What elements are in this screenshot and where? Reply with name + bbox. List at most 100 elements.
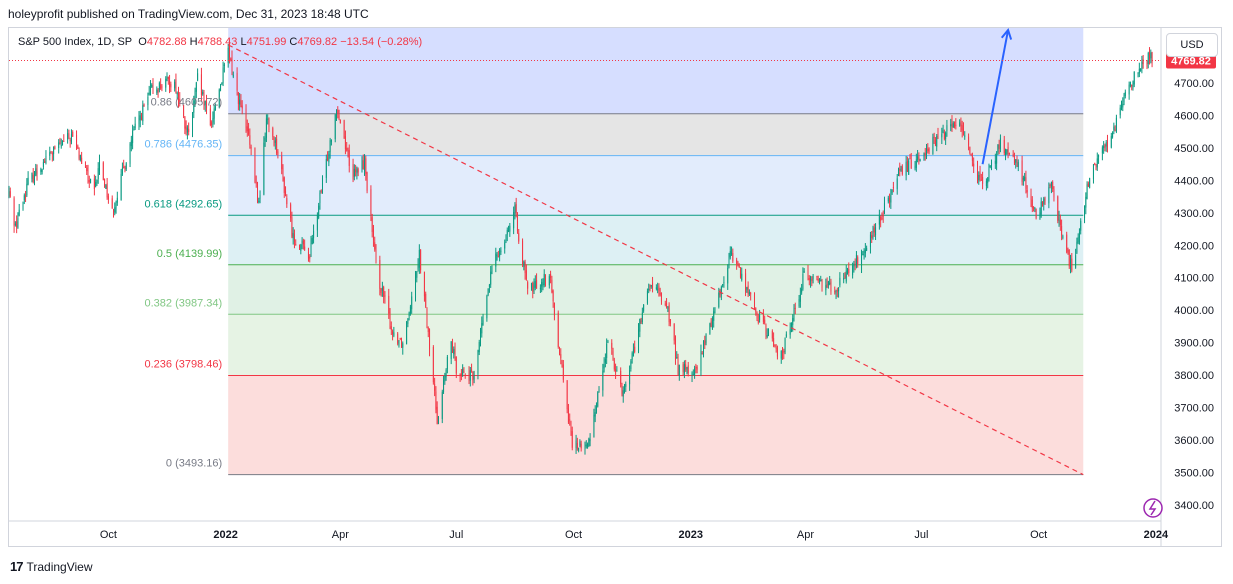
candle-body (371, 217, 373, 232)
candle (741, 267, 743, 282)
candle (480, 327, 482, 347)
candle-body (455, 356, 457, 374)
candle-body (188, 128, 190, 133)
candle (372, 224, 374, 247)
candle-body (1049, 184, 1051, 187)
candle (875, 223, 877, 241)
candle (295, 239, 297, 246)
candle (167, 76, 169, 85)
candle (254, 147, 256, 184)
candle-body (562, 364, 564, 380)
candle (532, 281, 534, 299)
candle-body (488, 284, 490, 288)
candle-body (1149, 51, 1151, 60)
candle-body (625, 384, 627, 387)
candle-body (220, 85, 222, 91)
candle (239, 93, 241, 111)
candle-body (676, 357, 678, 359)
candle-body (829, 282, 831, 285)
candle (1092, 163, 1094, 184)
candle-body (267, 118, 269, 120)
candle (58, 139, 60, 154)
candle (807, 264, 809, 281)
candle-body (683, 364, 685, 373)
candle-body (175, 79, 177, 94)
candle-body (518, 233, 520, 242)
candle (25, 190, 27, 203)
candle-body (212, 118, 214, 123)
candle (880, 215, 882, 228)
candle-body (845, 270, 847, 282)
candle-body (487, 288, 489, 295)
candle (669, 319, 671, 327)
candle-body (557, 312, 559, 347)
candle-body (211, 122, 213, 125)
candle-body (738, 264, 740, 268)
candle (1031, 196, 1033, 213)
candle-body (472, 371, 474, 381)
candle-body (584, 444, 586, 451)
footer: 17 TradingView (10, 559, 93, 574)
candle (816, 275, 818, 281)
candle (646, 288, 648, 305)
candle (408, 311, 410, 321)
candle-body (111, 198, 113, 209)
candle (398, 340, 400, 348)
candle-body (290, 204, 292, 219)
tradingview-brand[interactable]: TradingView (26, 559, 93, 574)
candle (375, 244, 377, 264)
candle (705, 333, 707, 346)
candle (1150, 49, 1152, 64)
candle-body (991, 162, 993, 165)
candle (200, 67, 202, 102)
symbol-name[interactable]: S&P 500 Index, 1D, SP (18, 36, 133, 48)
candle (418, 244, 420, 274)
candle-body (454, 347, 456, 355)
candle (72, 130, 74, 137)
candle (988, 163, 990, 182)
candle-body (978, 174, 980, 181)
candle (204, 100, 206, 112)
candle-body (976, 163, 978, 179)
candle (353, 164, 355, 181)
candle (134, 116, 136, 131)
candle-body (514, 205, 516, 214)
candle (185, 120, 187, 136)
candle (843, 272, 845, 284)
candle (142, 100, 144, 125)
fib-zone-6 (228, 28, 1084, 114)
candle-body (318, 205, 320, 218)
candle-body (994, 160, 996, 164)
candle-body (120, 173, 122, 200)
candle (76, 130, 78, 151)
price-tick-label: 4700.00 (1174, 78, 1214, 90)
currency-button[interactable]: USD (1166, 33, 1218, 57)
candle (782, 347, 784, 360)
candle-body (408, 312, 410, 317)
candle-body (450, 341, 452, 359)
candle (285, 186, 287, 197)
candle-body (1025, 177, 1027, 189)
close-label: C (289, 36, 298, 48)
candle-body (142, 105, 144, 122)
candle (1058, 210, 1060, 227)
candle (559, 346, 561, 356)
candle (393, 326, 395, 338)
candle (277, 149, 279, 159)
candle (31, 172, 33, 183)
candle (53, 146, 55, 161)
candle (357, 167, 359, 177)
candle-body (946, 125, 948, 132)
candle (248, 122, 250, 136)
price-tick-label: 3600.00 (1174, 435, 1214, 447)
candle (365, 155, 367, 181)
candle-body (149, 87, 151, 95)
candle-body (880, 216, 882, 221)
candle (1128, 81, 1130, 100)
candle-body (1106, 141, 1108, 148)
candle (1101, 145, 1103, 161)
candle-body (237, 92, 239, 104)
candle-body (745, 273, 747, 293)
candle-body (299, 244, 301, 250)
